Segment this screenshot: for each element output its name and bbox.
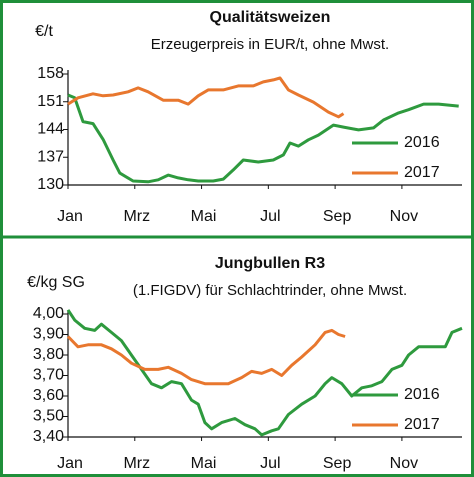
x-tick-label: Mrz <box>123 455 150 472</box>
y-tick-label: 4,00 <box>33 305 64 322</box>
y-tick-label: 3,50 <box>33 408 64 425</box>
chart-title: Jungbullen R3 <box>215 255 325 272</box>
x-tick-label: Sep <box>323 455 352 472</box>
y-tick-label: 3,90 <box>33 326 64 343</box>
line-series <box>66 309 463 437</box>
legend-label: 2017 <box>404 416 440 433</box>
chart-subtitle: (1.FIGDV) für Schlachtrinder, ohne Mwst. <box>133 282 407 299</box>
x-tick-label: Jul <box>260 455 280 472</box>
x-tick-label: Nov <box>390 208 418 225</box>
y-tick-label: 3,80 <box>33 346 64 363</box>
line-series <box>67 76 345 119</box>
chart-title: Qualitätsweizen <box>210 9 331 26</box>
y-tick-label: 158 <box>37 65 64 82</box>
y-tick-label: 3,60 <box>33 387 64 404</box>
y-tick-label: 3,40 <box>33 428 64 445</box>
x-tick-label: Mai <box>191 208 217 225</box>
y-tick-label: 137 <box>37 148 64 165</box>
y-tick-label: 144 <box>37 121 64 138</box>
x-tick-label: Mai <box>191 455 217 472</box>
y-tick-label: 130 <box>37 176 64 193</box>
x-tick-label: Mrz <box>123 208 150 225</box>
x-tick-label: Nov <box>390 455 418 472</box>
line-series <box>66 328 346 386</box>
y-axis-unit: €/t <box>35 23 53 40</box>
x-tick-label: Jan <box>57 208 83 225</box>
y-tick-label: 3,70 <box>33 367 64 384</box>
legend-label: 2016 <box>404 386 440 403</box>
legend-label: 2016 <box>404 134 440 151</box>
chart-subtitle: Erzeugerpreis in EUR/t, ohne Mwst. <box>151 36 389 53</box>
y-tick-label: 151 <box>37 93 64 110</box>
x-tick-label: Jan <box>57 455 83 472</box>
legend-label: 2017 <box>404 164 440 181</box>
y-axis-unit: €/kg SG <box>27 274 85 291</box>
x-tick-label: Jul <box>260 208 280 225</box>
line-series <box>67 93 459 184</box>
x-tick-label: Sep <box>323 208 352 225</box>
